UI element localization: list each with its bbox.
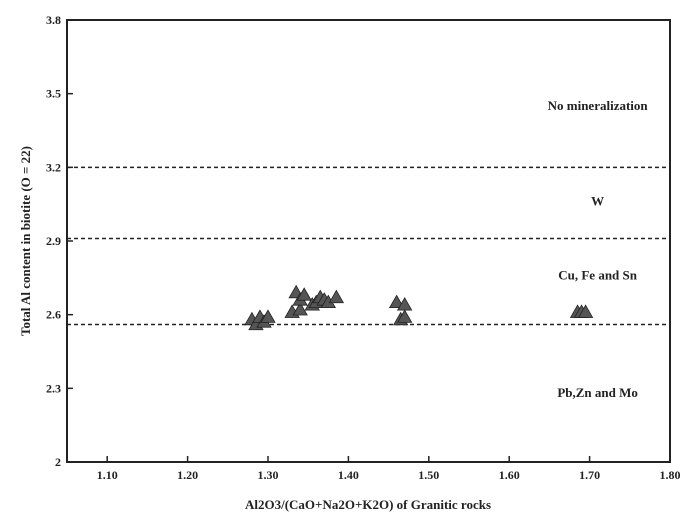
x-tick-label: 1.10 <box>97 468 118 482</box>
y-tick-label: 2 <box>55 455 61 469</box>
triangle-marker <box>260 309 276 323</box>
y-axis-title: Total Al content in biotite (O = 22) <box>18 146 33 336</box>
x-tick-label: 1.50 <box>418 468 439 482</box>
triangle-marker <box>328 289 345 304</box>
y-tick-label: 3.8 <box>46 13 61 27</box>
y-tick-label: 2.3 <box>46 381 61 395</box>
region-label: W <box>591 194 604 209</box>
plot-area <box>66 19 671 463</box>
triangle-marker <box>388 294 405 309</box>
y-tick-label: 2.6 <box>46 308 61 322</box>
y-tick-label: 3.5 <box>46 87 61 101</box>
x-tick-label: 1.40 <box>338 468 359 482</box>
region-label: No mineralization <box>548 98 649 113</box>
x-tick-label: 1.60 <box>499 468 520 482</box>
x-tick-label: 1.70 <box>579 468 600 482</box>
triangle-marker <box>396 309 413 323</box>
x-axis-title: Al2O3/(CaO+Na2O+K2O) of Granitic rocks <box>245 497 491 512</box>
triangle-marker <box>296 287 312 301</box>
x-tick-label: 1.80 <box>660 468 681 482</box>
triangle-marker <box>292 301 308 316</box>
x-tick-label: 1.30 <box>258 468 279 482</box>
x-tick-label: 1.20 <box>177 468 198 482</box>
y-tick-label: 2.9 <box>46 234 61 248</box>
triangle-marker <box>577 304 594 318</box>
y-tick-label: 3.2 <box>46 160 61 174</box>
region-label: Pb,Zn and Mo <box>557 385 638 400</box>
region-label: Cu, Fe and Sn <box>558 267 638 282</box>
